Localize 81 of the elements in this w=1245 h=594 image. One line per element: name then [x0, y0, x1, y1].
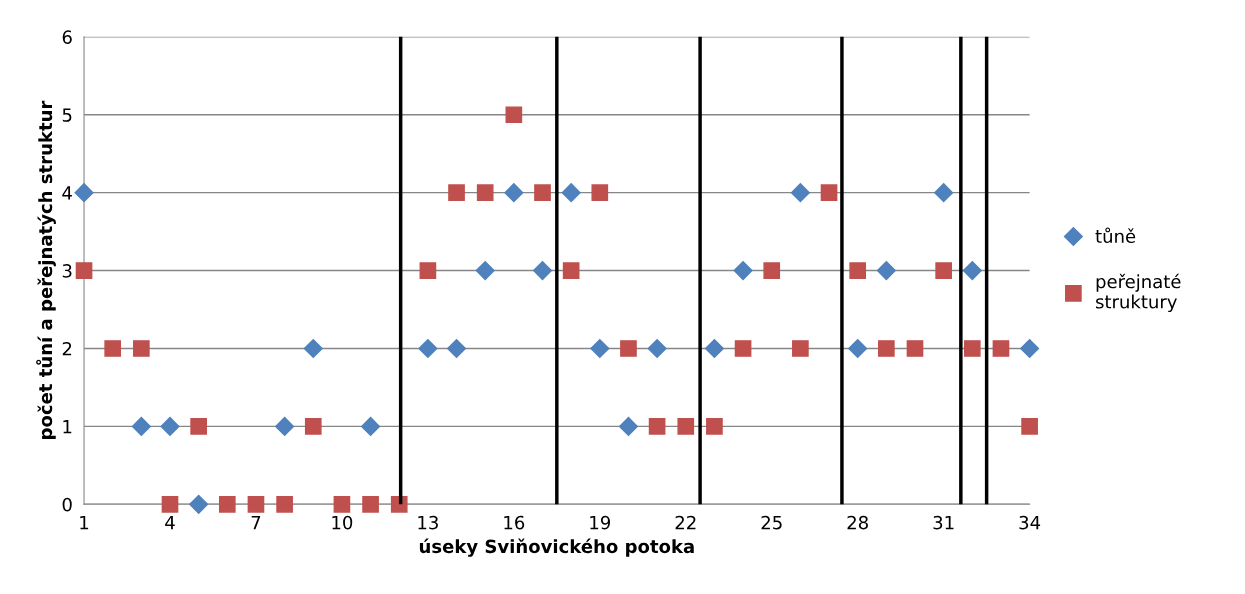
point [131, 416, 151, 436]
point [763, 262, 781, 279]
legend-label: tůně [1095, 227, 1136, 244]
point [75, 262, 93, 279]
point [848, 338, 868, 359]
point [1021, 418, 1038, 435]
point [962, 261, 982, 281]
point [275, 416, 295, 436]
point [418, 338, 438, 359]
x-tick-label: 25 [761, 515, 782, 530]
point [390, 495, 408, 513]
x-tick-label: 1 [80, 515, 89, 530]
y-tick-label: 6 [62, 30, 72, 44]
x-tick-label: 31 [933, 515, 954, 530]
point [647, 338, 667, 359]
point [160, 416, 180, 436]
point [935, 262, 952, 279]
point [878, 340, 895, 357]
point [304, 418, 322, 435]
point [74, 183, 94, 203]
point [733, 261, 753, 281]
point [677, 418, 695, 435]
point [734, 340, 752, 357]
point [104, 340, 122, 357]
point [133, 340, 150, 357]
point [648, 418, 666, 435]
point [247, 495, 265, 513]
point [790, 183, 810, 203]
y-tick-label: 3 [62, 264, 72, 278]
x-axis-title: úseky Sviňovického potoka [419, 538, 694, 557]
x-tick-label: 13 [418, 515, 438, 530]
y-tick-label: 0 [62, 497, 72, 512]
point [906, 340, 924, 357]
point [218, 495, 236, 513]
point [419, 262, 437, 279]
point [504, 183, 524, 203]
point [704, 338, 724, 359]
point [362, 495, 379, 513]
legend-label: peřejnaté struktury [1096, 273, 1181, 313]
point [505, 106, 523, 124]
point [706, 418, 723, 435]
point [792, 340, 809, 357]
point [1020, 338, 1040, 359]
point [475, 261, 495, 281]
x-tick-label: 19 [590, 515, 611, 530]
point [561, 183, 581, 203]
y-tick-label: 5 [62, 108, 72, 122]
x-tick-label: 4 [165, 515, 175, 530]
point [591, 184, 609, 201]
y-axis-title: počet tůní a peřejnatých struktur [36, 100, 56, 439]
point [934, 183, 954, 203]
y-tick-label: 2 [62, 341, 72, 356]
point [618, 416, 638, 436]
point [447, 338, 467, 359]
x-tick-label: 16 [504, 515, 525, 530]
point [534, 184, 551, 201]
point [361, 416, 381, 436]
point [820, 184, 838, 201]
point [476, 184, 494, 201]
point [849, 262, 867, 279]
point [189, 494, 209, 514]
point [190, 418, 207, 435]
point [333, 495, 351, 513]
y-tick-label: 4 [62, 186, 72, 200]
x-tick-label: 28 [847, 515, 868, 530]
point [161, 495, 179, 513]
point [590, 338, 610, 359]
y-tick-label: 1 [63, 420, 72, 434]
point [303, 338, 323, 359]
point [532, 261, 553, 281]
x-tick-label: 22 [675, 515, 696, 530]
point [620, 340, 637, 357]
x-tick-label: 10 [332, 515, 353, 530]
point [562, 262, 580, 279]
point [963, 340, 981, 357]
point [276, 495, 293, 513]
point [448, 184, 465, 201]
x-tick-label: 34 [1019, 515, 1041, 530]
point [876, 261, 896, 281]
point [992, 340, 1010, 357]
x-tick-label: 7 [251, 515, 261, 530]
